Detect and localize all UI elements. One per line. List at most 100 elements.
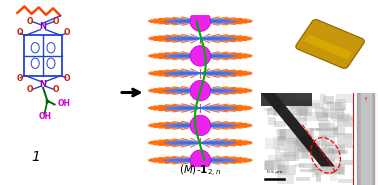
Bar: [274, 158, 281, 161]
Text: N: N: [40, 80, 46, 89]
FancyBboxPatch shape: [296, 20, 364, 68]
Bar: [328, 142, 333, 146]
Bar: [332, 150, 348, 154]
Text: O: O: [53, 17, 59, 26]
Bar: [332, 166, 340, 172]
Bar: [337, 133, 352, 145]
Bar: [316, 148, 335, 154]
Bar: [316, 128, 338, 131]
Bar: [289, 102, 308, 115]
Bar: [315, 107, 324, 113]
Bar: [327, 102, 342, 106]
Bar: [315, 112, 332, 118]
Bar: [277, 136, 285, 146]
Bar: [328, 154, 333, 165]
Bar: [335, 99, 345, 111]
Bar: [265, 160, 281, 170]
Bar: [327, 155, 341, 159]
Bar: [275, 147, 280, 159]
Bar: [296, 137, 311, 146]
Bar: [301, 136, 317, 144]
Ellipse shape: [190, 11, 211, 31]
Bar: [321, 135, 327, 148]
Bar: [270, 100, 275, 109]
Bar: [297, 104, 308, 116]
Bar: [313, 167, 322, 170]
Ellipse shape: [190, 80, 211, 101]
Bar: [291, 99, 310, 105]
Bar: [277, 165, 296, 175]
Ellipse shape: [190, 150, 211, 170]
Bar: [298, 145, 317, 152]
FancyBboxPatch shape: [304, 34, 352, 59]
Bar: [330, 106, 345, 110]
Text: O: O: [64, 74, 70, 83]
Bar: [323, 96, 335, 105]
Polygon shape: [261, 92, 312, 106]
Bar: [310, 128, 322, 131]
Bar: [339, 160, 359, 165]
Bar: [314, 172, 331, 175]
Bar: [319, 122, 327, 131]
Bar: [301, 143, 312, 150]
Text: O: O: [53, 85, 59, 94]
Bar: [336, 115, 359, 127]
Bar: [276, 94, 295, 103]
Text: f: f: [365, 97, 367, 102]
Bar: [280, 129, 300, 139]
Bar: [283, 154, 296, 157]
Bar: [308, 164, 319, 173]
Bar: [338, 179, 354, 183]
Bar: [286, 142, 303, 149]
Bar: [284, 149, 299, 161]
Bar: [333, 127, 345, 135]
Bar: [336, 94, 355, 103]
Text: N: N: [40, 22, 46, 31]
Bar: [319, 120, 330, 131]
Bar: [265, 161, 274, 170]
Bar: [292, 100, 311, 108]
Text: OH: OH: [57, 99, 70, 108]
Bar: [322, 103, 336, 111]
Bar: [277, 174, 294, 184]
Bar: [303, 103, 323, 109]
Bar: [307, 131, 312, 138]
Bar: [326, 143, 333, 147]
Bar: [280, 152, 296, 161]
Bar: [280, 166, 287, 174]
Bar: [307, 141, 318, 149]
Bar: [295, 164, 305, 167]
Bar: [286, 95, 293, 109]
Bar: [334, 147, 341, 161]
Bar: [268, 155, 284, 165]
Text: 0.5 μm: 0.5 μm: [267, 170, 282, 174]
Bar: [324, 144, 345, 155]
Bar: [326, 162, 340, 174]
Bar: [318, 123, 335, 126]
Bar: [300, 169, 321, 172]
Bar: [272, 94, 288, 105]
Bar: [277, 164, 285, 174]
Bar: [325, 101, 333, 104]
Bar: [338, 165, 345, 175]
Bar: [263, 102, 282, 105]
Bar: [294, 140, 302, 146]
Bar: [302, 128, 314, 141]
Bar: [342, 114, 349, 122]
Bar: [332, 112, 345, 122]
Bar: [273, 137, 288, 150]
Bar: [322, 167, 344, 174]
Bar: [343, 113, 350, 125]
Text: OH: OH: [39, 112, 52, 121]
Text: 1: 1: [31, 150, 40, 164]
Bar: [320, 94, 325, 103]
Text: O: O: [27, 17, 33, 26]
Bar: [265, 138, 286, 149]
Bar: [299, 149, 309, 153]
Bar: [299, 109, 312, 116]
Bar: [274, 121, 285, 127]
Bar: [296, 108, 307, 121]
Bar: [319, 126, 338, 137]
Bar: [288, 140, 298, 153]
Bar: [338, 117, 358, 121]
